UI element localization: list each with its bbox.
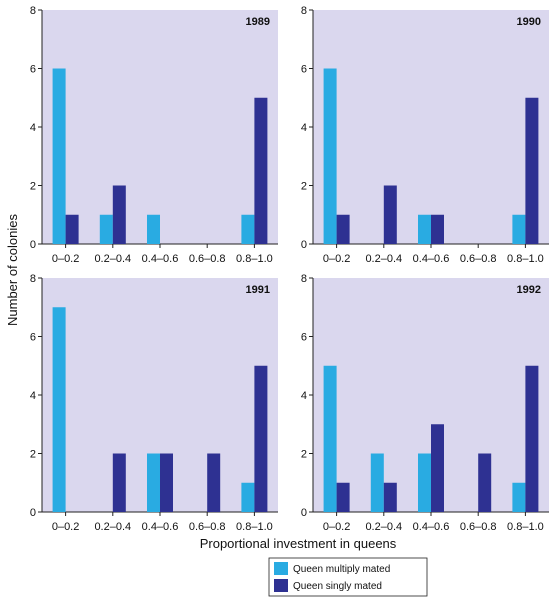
- bar-multiply: [241, 482, 255, 512]
- x-tick-label: 0.4–0.6: [142, 253, 179, 265]
- x-tick-label: 0.2–0.4: [94, 253, 131, 265]
- bar-singly: [160, 453, 173, 512]
- y-tick-label: 4: [30, 390, 36, 402]
- bar-multiply: [323, 68, 337, 244]
- plot-area: [42, 10, 278, 244]
- legend-swatch-multiply: [274, 562, 288, 575]
- chart-panels: 0 2 4 6 8 0–0.2 0.2–0.4 0.4–0.6 0.6–0.8 0.8–1.0 19…: [30, 5, 549, 533]
- panel-1990: 0 2 4 6 8 0–0.2 0.2–0.4 0.4–0.6 0.6–0.8 0.8–1.0 19…: [301, 5, 549, 265]
- y-tick-label: 2: [301, 181, 307, 193]
- x-tick-label: 0.8–1.0: [507, 253, 544, 265]
- y-tick-label: 0: [301, 239, 307, 251]
- bar-multiply: [147, 453, 160, 512]
- y-tick-label: 2: [30, 181, 36, 193]
- bar-singly: [112, 453, 126, 512]
- x-tick-label: 0.2–0.4: [365, 253, 402, 265]
- bar-singly: [254, 97, 268, 244]
- x-tick-label: 0.2–0.4: [365, 521, 402, 533]
- y-axis-label: Number of colonies: [5, 214, 20, 326]
- y-tick-label: 4: [301, 390, 307, 402]
- bar-singly: [525, 365, 539, 512]
- bar-multiply: [323, 365, 337, 512]
- y-tick-label: 0: [30, 507, 36, 519]
- bar-multiply: [418, 214, 431, 244]
- bar-multiply: [147, 214, 160, 244]
- panel-1991: 0 2 4 6 8 0–0.2 0.2–0.4 0.4–0.6 0.6–0.8 0.8–1.0 19…: [30, 273, 278, 533]
- legend-frame: [268, 557, 428, 597]
- y-tick-label: 6: [30, 332, 36, 344]
- bar-multiply: [512, 482, 526, 512]
- panel-1992: 0 2 4 6 8 0–0.2 0.2–0.4 0.4–0.6 0.6–0.8 0.8–1.0 19…: [301, 273, 549, 533]
- bar-multiply: [52, 68, 66, 244]
- y-tick-label: 8: [30, 5, 36, 17]
- x-tick-label: 0–0.2: [323, 521, 351, 533]
- y-tick-label: 0: [301, 507, 307, 519]
- bar-multiply: [99, 214, 113, 244]
- y-tick-label: 8: [301, 5, 307, 17]
- x-tick-label: 0.6–0.8: [189, 521, 226, 533]
- bar-singly: [383, 185, 397, 244]
- x-tick-label: 0.2–0.4: [94, 521, 131, 533]
- panel-title: 1989: [246, 16, 270, 28]
- bar-singly: [207, 453, 221, 512]
- bar-multiply: [370, 453, 384, 512]
- x-tick-label: 0.4–0.6: [413, 521, 450, 533]
- panel-title: 1992: [517, 284, 541, 296]
- bar-singly: [431, 214, 444, 244]
- bar-singly: [336, 214, 350, 244]
- panel-title: 1990: [517, 16, 541, 28]
- y-tick-label: 8: [30, 273, 36, 285]
- y-tick-label: 4: [30, 122, 36, 134]
- bar-singly: [65, 214, 79, 244]
- legend-swatch-singly: [274, 579, 288, 592]
- x-tick-label: 0.4–0.6: [142, 521, 179, 533]
- legend: Queen multiply mated Queen singly mated: [268, 557, 428, 597]
- bar-multiply: [52, 307, 66, 512]
- panel-title: 1991: [246, 284, 270, 296]
- x-tick-label: 0.6–0.8: [189, 253, 226, 265]
- x-tick-label: 0.8–1.0: [236, 521, 273, 533]
- bar-singly: [336, 482, 350, 512]
- x-tick-label: 0.6–0.8: [460, 253, 497, 265]
- x-tick-label: 0.6–0.8: [460, 521, 497, 533]
- y-tick-label: 2: [301, 449, 307, 461]
- x-tick-label: 0.8–1.0: [507, 521, 544, 533]
- bar-singly: [478, 453, 492, 512]
- x-tick-label: 0–0.2: [52, 521, 80, 533]
- x-axis-label: Proportional investment in queens: [200, 536, 397, 551]
- bar-singly: [525, 97, 539, 244]
- x-tick-label: 0.4–0.6: [413, 253, 450, 265]
- bar-singly: [254, 365, 268, 512]
- x-tick-label: 0–0.2: [52, 253, 80, 265]
- bar-singly: [112, 185, 126, 244]
- x-tick-label: 0–0.2: [323, 253, 351, 265]
- panel-1989: 0 2 4 6 8 0–0.2 0.2–0.4 0.4–0.6 0.6–0.8 0.8–1.0 19…: [30, 5, 278, 265]
- y-tick-label: 0: [30, 239, 36, 251]
- y-tick-label: 6: [30, 64, 36, 76]
- legend-label-singly: Queen singly mated: [293, 581, 382, 592]
- y-tick-label: 8: [301, 273, 307, 285]
- bar-multiply: [418, 453, 431, 512]
- y-tick-label: 4: [301, 122, 307, 134]
- bar-singly: [383, 482, 397, 512]
- legend-label-multiply: Queen multiply mated: [293, 564, 390, 575]
- bar-singly: [431, 424, 444, 512]
- bar-multiply: [241, 214, 255, 244]
- y-tick-label: 6: [301, 64, 307, 76]
- y-tick-label: 2: [30, 449, 36, 461]
- y-tick-label: 6: [301, 332, 307, 344]
- bar-multiply: [512, 214, 526, 244]
- x-tick-label: 0.8–1.0: [236, 253, 273, 265]
- plot-area: [313, 10, 549, 244]
